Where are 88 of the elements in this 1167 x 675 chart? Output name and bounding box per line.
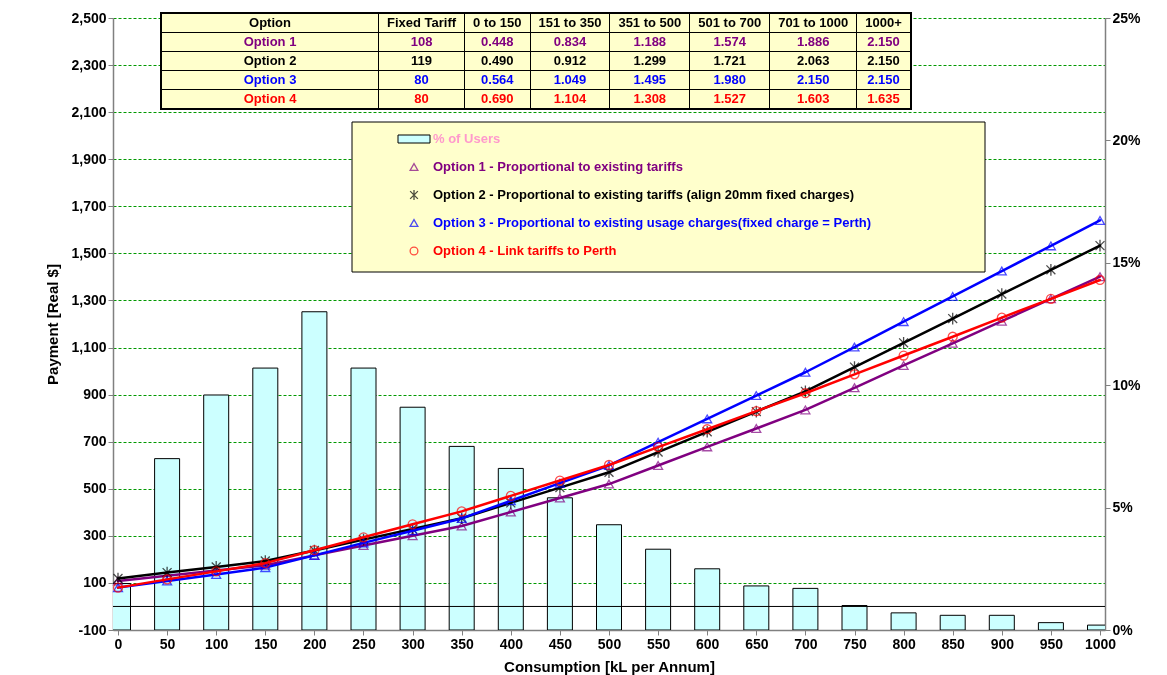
annotation: 108 [378, 32, 465, 52]
annotation: 2.150 [856, 32, 911, 52]
x-tick-label: 550 [646, 635, 671, 652]
y2-tick-label: 25% [1112, 9, 1142, 26]
annotation: 2.063 [769, 51, 857, 71]
y-tick-label: 300 [83, 527, 107, 544]
x-tick-label: 1000 [1084, 635, 1117, 652]
annotation: 2.150 [856, 70, 911, 90]
x-tick-label: 300 [401, 635, 425, 652]
x-tick-label: 250 [352, 635, 376, 652]
annotation: 0.912 [530, 51, 610, 71]
annotation: Option 2 [161, 51, 379, 71]
annotation: 1.980 [689, 70, 770, 90]
annotation: Option [161, 13, 379, 33]
y-tick-label: 1,700 [71, 197, 107, 214]
annotation: 1.603 [769, 89, 857, 109]
x-tick-label: 0 [114, 635, 123, 652]
x-tick-label: 900 [990, 635, 1015, 652]
x-tick-label: 100 [205, 635, 229, 652]
x-tick-label: 800 [892, 635, 916, 652]
annotation: 151 to 350 [530, 13, 610, 33]
annotation: 1.104 [530, 89, 610, 109]
y2-tick-label: 15% [1112, 254, 1142, 271]
annotation: 119 [378, 51, 465, 71]
y-tick-label: 1,900 [71, 150, 107, 167]
legend-label: Option 3 - Proportional to existing usage charges(fixed charge = Perth) [433, 215, 872, 230]
annotation: 2.150 [769, 70, 857, 90]
x-tick-label: 650 [745, 635, 769, 652]
annotation: 2.150 [856, 51, 911, 71]
y-tick-label: 500 [83, 480, 107, 497]
y-tick-label: 1,100 [71, 339, 107, 356]
annotation: 1.495 [609, 70, 690, 90]
y2-tick-label: 20% [1112, 131, 1142, 148]
annotation: 0.834 [530, 32, 610, 52]
y-tick-label: 1,500 [71, 244, 107, 261]
y-tick-label: 700 [83, 433, 107, 450]
annotation: 0.490 [464, 51, 531, 71]
annotation: 1.721 [689, 51, 770, 71]
annotation: 1.635 [856, 89, 911, 109]
annotation: 80 [378, 70, 465, 90]
y2-tick-label: 10% [1112, 376, 1142, 393]
annotation: 1.188 [609, 32, 690, 52]
annotation: 1.299 [609, 51, 690, 71]
legend-label: % of Users [433, 131, 501, 146]
y-tick-label: 2,100 [71, 103, 107, 120]
x-tick-label: 350 [450, 635, 475, 652]
y-tick-label: 2,300 [71, 56, 107, 73]
y2-tick-label: 0% [1112, 621, 1134, 638]
x-tick-label: 700 [794, 635, 818, 652]
annotation: 1000+ [856, 13, 911, 33]
legend-label: Option 1 - Proportional to existing tariffs [433, 159, 683, 174]
annotation: 80 [378, 89, 465, 109]
y-axis-title: Payment [Real $] [44, 264, 62, 385]
x-tick-label: 600 [696, 635, 720, 652]
legend-label: Option 4 - Link tariffs to Perth [433, 243, 617, 258]
annotation: 1.886 [769, 32, 857, 52]
annotation: 351 to 500 [609, 13, 690, 33]
annotation: 1.049 [530, 70, 610, 90]
annotation: Option 4 [161, 89, 379, 109]
annotation: 0 to 150 [464, 13, 531, 33]
annotation: 1.308 [609, 89, 690, 109]
annotation: 701 to 1000 [769, 13, 857, 33]
annotation: Option 3 [161, 70, 379, 90]
x-tick-label: 400 [499, 635, 524, 652]
annotation: 1.574 [689, 32, 770, 52]
y-tick-label: 900 [83, 386, 107, 403]
x-tick-label: 450 [548, 635, 573, 652]
annotation: 0.690 [464, 89, 531, 109]
annotation: 501 to 700 [689, 13, 770, 33]
annotation: 0.564 [464, 70, 531, 90]
legend-label: Option 2 - Proportional to existing tariffs (align 20mm fixed charges) [433, 187, 855, 202]
y-tick-label: 1,300 [71, 291, 107, 308]
x-tick-label: 50 [159, 635, 176, 652]
x-axis-title: Consumption [kL per Annum] [504, 657, 715, 675]
y-tick-label: -100 [78, 621, 107, 638]
y-tick-label: 2,500 [71, 9, 107, 26]
y-tick-label: 100 [83, 574, 107, 591]
annotation: 0.448 [464, 32, 531, 52]
x-tick-label: 750 [843, 635, 867, 652]
x-tick-label: 850 [941, 635, 966, 652]
annotation: 1.527 [689, 89, 770, 109]
annotation: Option 1 [161, 32, 379, 52]
y2-tick-label: 5% [1112, 499, 1134, 516]
x-tick-label: 200 [303, 635, 327, 652]
annotation: Fixed Tariff [378, 13, 465, 33]
x-tick-label: 150 [254, 635, 278, 652]
x-tick-label: 950 [1039, 635, 1064, 652]
x-tick-label: 500 [597, 635, 622, 652]
